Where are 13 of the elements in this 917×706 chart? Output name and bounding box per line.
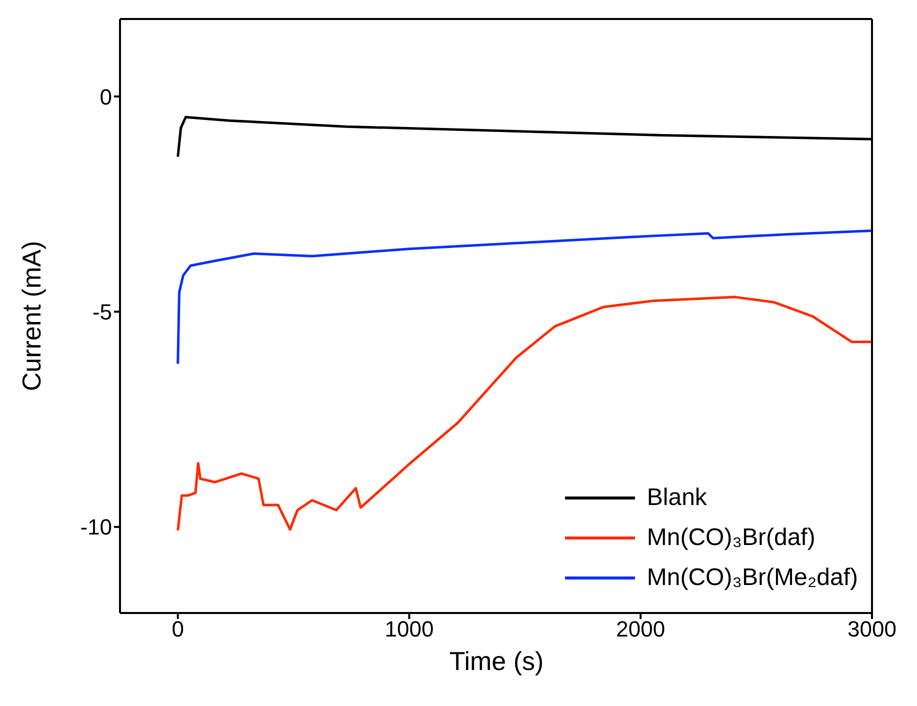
legend-label: Mn(CO)₃Br(Me₂daf) xyxy=(646,564,858,592)
x-axis-title: Time (s) xyxy=(448,646,545,677)
line-series xyxy=(176,230,872,366)
y-tick-label: -10 xyxy=(80,514,112,540)
legend-label: Mn(CO)₃Br(daf) xyxy=(646,524,816,552)
x-tick-label: 1000 xyxy=(384,616,434,642)
y-axis-title: Current (mA) xyxy=(16,240,48,392)
x-tick-label: 0 xyxy=(172,616,184,642)
legend-label: Blank xyxy=(646,484,707,512)
y-tick-label: 0 xyxy=(100,84,112,110)
x-tick-label: 2000 xyxy=(616,616,666,642)
y-tick-label: -5 xyxy=(92,300,112,325)
x-tick-label: 3000 xyxy=(848,616,896,642)
